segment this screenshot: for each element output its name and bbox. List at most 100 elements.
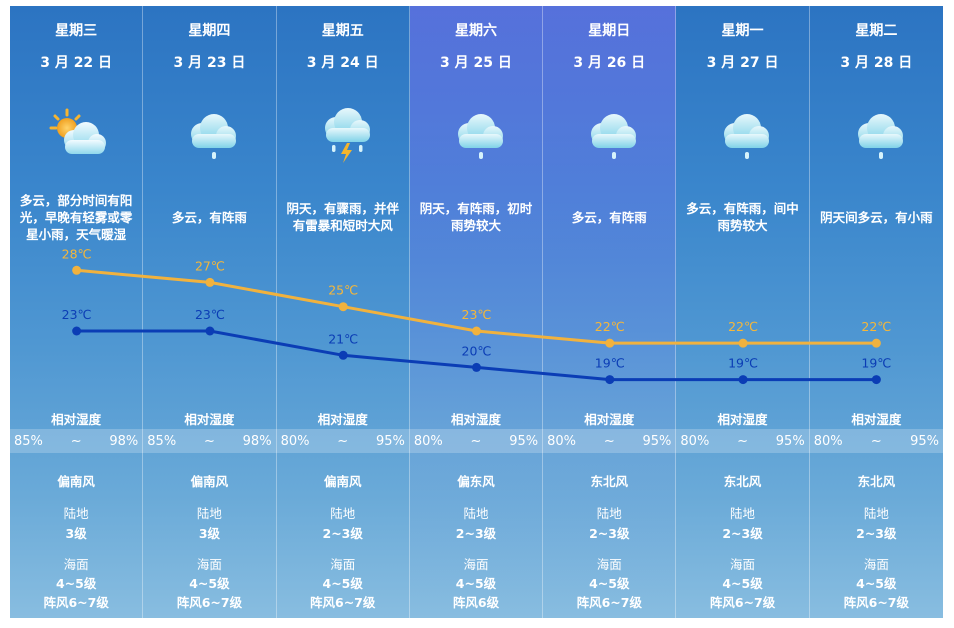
date-label: 3 月 22 日	[40, 55, 113, 71]
cloud-rain-icon	[591, 114, 637, 159]
date-label: 3 月 27 日	[706, 55, 779, 71]
day-column-3: 星期六 3 月 25 日阴天，有阵雨，初时雨势较大 相对湿度 80% ~95% 偏东风 陆地…	[410, 6, 544, 618]
wind-direction: 东北风	[723, 474, 762, 489]
sea-wind-level: 4~5级	[856, 576, 897, 591]
gust-level: 阵风6~7级	[310, 595, 376, 610]
humidity-low: 80%	[547, 433, 577, 449]
temperature-point	[205, 277, 215, 287]
weather-description: 多云，有阵雨	[571, 209, 647, 225]
weekday-label: 星期二	[855, 23, 898, 39]
humidity-band	[10, 429, 943, 453]
day-column-4: 星期日 3 月 26 日多云，有阵雨 相对湿度 80% ~95% 东北风 陆地 2~3级 海面 4…	[543, 6, 677, 618]
humidity-high: 98%	[242, 433, 272, 449]
sea-label: 海面	[196, 557, 222, 572]
sea-wind-level: 4~5级	[722, 576, 763, 591]
cloud-rain-icon	[857, 114, 903, 159]
land-label: 陆地	[463, 506, 489, 521]
temperature-label: 19℃	[861, 356, 891, 371]
humidity-separator: ~	[203, 433, 215, 449]
humidity-high: 95%	[509, 433, 539, 449]
weekday-label: 星期五	[321, 23, 364, 39]
land-wind-level: 3级	[198, 526, 221, 541]
weekday-label: 星期四	[188, 23, 231, 39]
temperature-point	[871, 338, 881, 348]
temperature-point	[72, 265, 82, 275]
day-column-0: 星期三 3 月 22 日多云，部分时间有阳光，早晚有轻雾或零星小雨，天气暖湿 相对湿…	[10, 6, 144, 618]
partly-cloudy-sun-icon	[49, 108, 106, 154]
wind-direction: 东北风	[857, 474, 896, 489]
weekday-label: 星期一	[721, 23, 764, 39]
humidity-high: 95%	[375, 433, 405, 449]
temperature-point	[738, 338, 748, 348]
thunderstorm-icon	[324, 108, 370, 163]
day-column-6: 星期二 3 月 28 日阴天间多云，有小雨 相对湿度 80% ~95% 东北风 陆地 2~3级…	[810, 6, 943, 618]
wind-direction: 偏东风	[457, 474, 495, 489]
humidity-range: 80% ~95%	[676, 429, 808, 453]
temperature-label: 23℃	[195, 307, 225, 322]
humidity-label: 相对湿度	[450, 412, 501, 427]
humidity-high: 95%	[910, 433, 939, 449]
weekend-highlight	[409, 6, 677, 618]
humidity-label: 相对湿度	[184, 412, 235, 427]
temperature-label: 28℃	[62, 246, 92, 261]
gust-level: 阵风6~7级	[709, 595, 776, 610]
humidity-low: 80%	[813, 433, 843, 449]
day-columns: 星期三 3 月 22 日多云，部分时间有阳光，早晚有轻雾或零星小雨，天气暖湿相对湿…	[10, 6, 943, 618]
land-wind-level: 2~3级	[589, 526, 630, 541]
temperature-point	[338, 302, 348, 312]
gust-level: 阵风6~7级	[576, 595, 642, 610]
wind-direction: 偏南风	[57, 474, 95, 489]
humidity-low: 85%	[147, 433, 177, 449]
temperature-point	[605, 338, 615, 348]
humidity-range: 80% ~95%	[810, 429, 943, 453]
day-column-1: 星期四 3 月 23 日多云，有阵雨 相对湿度 85% ~98% 偏南风 陆地 3级 海面 4~5…	[143, 6, 277, 618]
humidity-high: 95%	[775, 433, 805, 449]
date-label: 3 月 28 日	[840, 55, 913, 71]
humidity-separator: ~	[603, 433, 615, 449]
humidity-separator: ~	[470, 433, 482, 449]
wind-direction: 偏南风	[190, 474, 229, 489]
temperature-point	[738, 375, 748, 385]
temperature-label: 19℃	[728, 356, 758, 371]
date-label: 3 月 25 日	[440, 55, 512, 71]
temperature-label: 20℃	[462, 343, 492, 358]
temperature-label: 25℃	[328, 283, 358, 298]
land-label: 陆地	[330, 506, 356, 521]
humidity-separator: ~	[737, 433, 748, 449]
temperature-point	[605, 375, 615, 385]
sea-label: 海面	[730, 557, 756, 572]
cloud-rain-icon	[191, 114, 237, 159]
gust-level: 阵风6~7级	[843, 595, 910, 610]
land-wind-level: 2~3级	[322, 526, 363, 541]
sea-label: 海面	[463, 557, 489, 572]
weather-description: 多云，部分时间有阳光，早晚有轻雾或零星小雨，天气暖湿	[19, 192, 133, 242]
land-label: 陆地	[63, 506, 89, 521]
temperature-point	[205, 326, 215, 336]
land-wind-level: 2~3级	[856, 526, 897, 541]
temperature-point	[72, 326, 82, 336]
humidity-separator: ~	[337, 433, 349, 449]
temperature-label: 27℃	[195, 258, 225, 273]
temperature-point	[871, 375, 881, 385]
land-wind-level: 2~3级	[722, 526, 763, 541]
date-label: 3 月 26 日	[573, 55, 646, 71]
humidity-low: 80%	[413, 433, 443, 449]
land-label: 陆地	[196, 506, 222, 521]
humidity-range: 85% ~98%	[143, 429, 275, 453]
sea-label: 海面	[63, 557, 89, 572]
land-wind-level: 2~3级	[455, 526, 497, 541]
sea-wind-level: 4~5级	[455, 576, 497, 591]
gust-level: 阵风6级	[452, 595, 500, 610]
land-label: 陆地	[863, 506, 889, 521]
weekday-label: 星期三	[55, 23, 98, 39]
humidity-range: 80% ~95%	[543, 429, 675, 453]
humidity-high: 95%	[642, 433, 672, 449]
land-wind-level: 3级	[65, 526, 87, 541]
humidity-label: 相对湿度	[584, 412, 635, 427]
humidity-low: 85%	[14, 433, 43, 449]
temperature-label: 22℃	[728, 319, 758, 334]
wind-direction: 东北风	[590, 474, 629, 489]
humidity-range: 80% ~95%	[277, 429, 409, 453]
humidity-label: 相对湿度	[851, 412, 902, 427]
weather-description: 多云，有阵雨，间中雨势较大	[686, 201, 799, 233]
